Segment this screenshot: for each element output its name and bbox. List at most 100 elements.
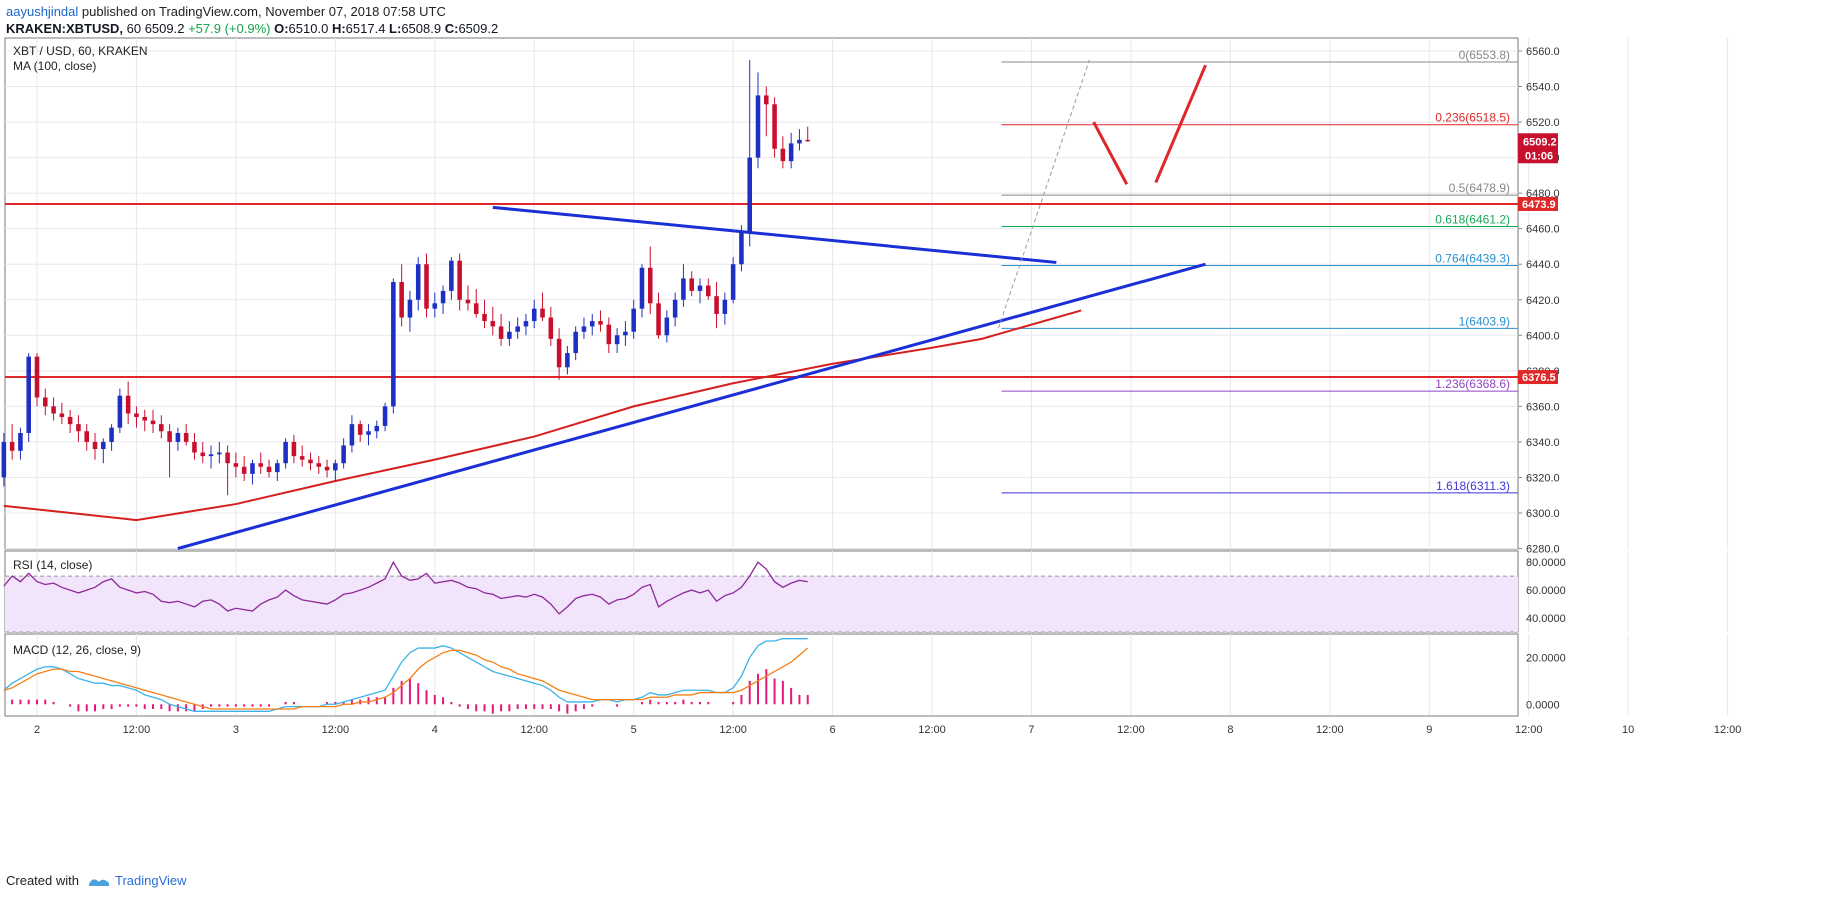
footer: Created with TradingView	[6, 873, 187, 888]
candle-body	[208, 454, 214, 457]
candle-body	[714, 296, 719, 314]
candle-body	[689, 278, 694, 291]
x-tick-label: 2	[34, 724, 40, 736]
candle-body	[43, 397, 48, 407]
high-label: H:	[331, 21, 346, 36]
candle-body	[556, 338, 562, 368]
fib-level-label: 1.618(6311.3)	[1436, 479, 1510, 493]
candle-body	[183, 433, 189, 442]
candle-body	[341, 445, 346, 464]
macd-y-tick-label: 20.0000	[1526, 652, 1566, 664]
candle-body	[200, 452, 206, 457]
candle-body	[606, 324, 612, 345]
candle-body	[565, 353, 570, 368]
candle-body	[631, 308, 636, 332]
candle-body	[175, 433, 181, 442]
candle-body	[805, 139, 811, 142]
main-pane	[4, 37, 1519, 550]
last-price: 6509.2	[144, 21, 185, 36]
x-tick-label: 12:00	[1117, 724, 1145, 736]
tradingview-brand-link[interactable]: TradingView	[114, 873, 187, 888]
x-tick-label: 12:00	[1714, 724, 1742, 736]
y-tick-label: 6460.0	[1526, 224, 1560, 236]
candle-body	[250, 463, 255, 474]
candle-body	[258, 463, 264, 467]
candle-body	[291, 441, 297, 457]
x-tick-label: 12:00	[123, 724, 151, 736]
trendline	[492, 205, 1057, 264]
x-tick-label: 10	[1622, 724, 1634, 736]
y-tick-label: 6300.0	[1526, 508, 1560, 520]
candle-body	[241, 466, 247, 474]
x-tick-label: 12:00	[918, 724, 946, 736]
ohlc-info: KRAKEN:XBTUSD, 60 6509.2 +57.9 (+0.9%) O…	[6, 21, 498, 36]
y-tick-label: 6340.0	[1526, 437, 1560, 449]
created-with-text: Created with	[6, 873, 79, 888]
tradingview-logo-icon	[88, 878, 109, 886]
x-tick-label: 8	[1227, 724, 1233, 736]
candle-body	[672, 299, 678, 318]
ma-legend: MA (100, close)	[13, 59, 96, 73]
candle-body	[407, 299, 413, 318]
macd-signal-line	[3, 647, 809, 710]
fib-level-label: 0.618(6461.2)	[1435, 213, 1510, 227]
candle-body	[1, 441, 7, 478]
trading-chart[interactable]: 2 12:00 3 12:00 4 12:00 5 12:00 6 12:00 7 12:00 8 12:…	[0, 0, 1828, 870]
moving-average-line	[3, 309, 1082, 522]
candle-body	[548, 317, 554, 339]
candle-body	[283, 441, 288, 464]
candle-body	[764, 95, 769, 105]
x-tick-label: 12:00	[719, 724, 747, 736]
fib-level-label: 0(6553.8)	[1459, 48, 1510, 62]
candle-body	[26, 356, 31, 434]
candle-body	[449, 260, 454, 291]
candle-body	[76, 424, 81, 432]
candle-body	[705, 285, 711, 297]
y-tick-label: 6280.0	[1526, 544, 1560, 556]
candle-body	[374, 425, 380, 432]
candle-body	[308, 459, 313, 464]
candle-body	[664, 317, 670, 336]
candle-body	[333, 463, 338, 471]
candle-body	[382, 406, 388, 426]
fib-anchor-line	[997, 59, 1090, 329]
horizontal-level-price: 6376.5	[1522, 372, 1556, 384]
y-tick-label: 6520.0	[1526, 117, 1560, 129]
candle-body	[482, 313, 487, 322]
candle-body	[498, 326, 504, 339]
candle-body	[357, 424, 363, 435]
candle-body	[9, 441, 15, 451]
rsi-y-tick-label: 60.0000	[1526, 585, 1566, 597]
candle-body	[59, 413, 65, 418]
horizontal-level-tag	[1518, 370, 1558, 385]
x-tick-label: 12:00	[1515, 724, 1543, 736]
x-tick-label: 9	[1426, 724, 1432, 736]
candle-body	[465, 299, 471, 304]
candle-body	[722, 299, 728, 314]
last-price-value: 6509.2	[1523, 136, 1557, 148]
candle-body	[523, 321, 529, 327]
rsi-y-tick-label: 40.0000	[1526, 613, 1566, 625]
candle-body	[598, 321, 603, 325]
low-label: L:	[389, 21, 402, 36]
candle-body	[51, 406, 56, 414]
candle-body	[772, 104, 777, 149]
macd-pane	[4, 633, 1519, 717]
candle-body	[109, 427, 114, 442]
close-label: C:	[444, 21, 459, 36]
high-value: 6517.4	[345, 21, 386, 36]
rsi-line	[3, 560, 808, 615]
candle-body	[540, 308, 545, 318]
candle-body	[167, 431, 172, 442]
y-tick-label: 6360.0	[1526, 401, 1560, 413]
rsi-legend: RSI (14, close)	[13, 558, 92, 572]
x-tick-label: 12:00	[322, 724, 350, 736]
publisher-link[interactable]: aayushjindal	[6, 4, 79, 19]
last-price-tag	[1518, 133, 1558, 164]
projection-up-stroke	[1154, 64, 1207, 184]
x-tick-label: 6	[830, 724, 836, 736]
trendline	[177, 262, 1206, 550]
fib-level-label: 1.236(6368.6)	[1435, 377, 1510, 391]
candle-body	[656, 303, 661, 336]
candle-body	[275, 463, 280, 473]
